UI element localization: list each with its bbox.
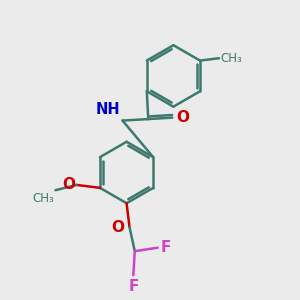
Text: O: O	[62, 177, 75, 192]
Text: O: O	[111, 220, 124, 235]
Text: NH: NH	[95, 102, 120, 117]
Text: F: F	[160, 240, 171, 255]
Text: F: F	[128, 279, 139, 294]
Text: CH₃: CH₃	[221, 52, 242, 65]
Text: CH₃: CH₃	[32, 192, 54, 205]
Text: O: O	[176, 110, 189, 125]
